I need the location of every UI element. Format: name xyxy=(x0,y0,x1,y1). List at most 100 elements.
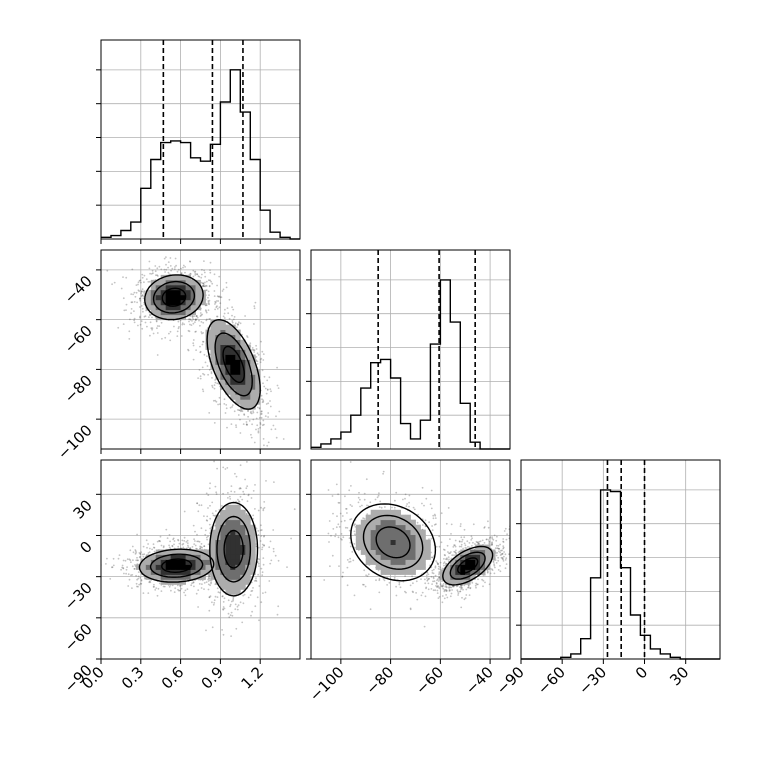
sample-point xyxy=(176,330,179,333)
sample-point xyxy=(225,407,228,410)
sample-point xyxy=(168,544,171,547)
sample-point xyxy=(437,563,439,566)
sample-point xyxy=(229,614,232,617)
sample-point xyxy=(216,315,218,318)
sample-point xyxy=(235,424,237,427)
sample-point xyxy=(457,590,459,593)
sample-point xyxy=(182,546,185,549)
sample-point xyxy=(197,540,200,543)
sample-point xyxy=(459,540,461,543)
density-cell xyxy=(235,544,241,550)
sample-point xyxy=(140,291,143,293)
sample-point xyxy=(263,444,265,447)
sample-point xyxy=(135,550,137,553)
sample-point xyxy=(205,285,208,287)
sample-point xyxy=(130,301,133,304)
sample-point xyxy=(257,562,260,565)
sample-point xyxy=(275,415,277,418)
sample-point xyxy=(491,537,494,540)
density-cell xyxy=(210,529,216,535)
sample-point xyxy=(258,417,261,419)
sample-point xyxy=(441,601,444,604)
sample-point xyxy=(260,394,263,397)
density-cell xyxy=(225,374,231,380)
sample-point xyxy=(111,566,113,569)
density-cell xyxy=(220,574,226,580)
sample-point xyxy=(261,369,264,372)
sample-point xyxy=(446,558,448,561)
sample-point xyxy=(209,517,212,520)
sample-point xyxy=(148,260,151,263)
sample-point xyxy=(192,269,195,272)
density-cell xyxy=(240,399,246,405)
sample-point xyxy=(199,324,201,327)
sample-point xyxy=(263,544,265,547)
sample-point xyxy=(450,557,453,560)
sample-point xyxy=(215,491,218,494)
density-cell xyxy=(245,549,251,555)
sample-point xyxy=(183,536,186,539)
sample-point xyxy=(205,284,207,287)
sample-point xyxy=(253,441,256,444)
density-cell xyxy=(165,559,172,565)
sample-point xyxy=(259,426,261,429)
sample-point xyxy=(228,317,231,320)
sample-point xyxy=(191,315,194,318)
sample-point xyxy=(139,297,142,300)
density-cell xyxy=(220,329,226,335)
sample-point xyxy=(341,575,344,578)
sample-point xyxy=(468,542,471,544)
density-cell xyxy=(175,559,181,565)
sample-point xyxy=(359,498,361,501)
sample-point xyxy=(177,539,180,542)
sample-point xyxy=(249,594,252,596)
density-cell xyxy=(230,554,236,560)
sample-point xyxy=(499,543,501,546)
density-cell xyxy=(195,574,201,580)
sample-point xyxy=(205,302,208,305)
sample-point xyxy=(167,261,170,263)
sample-point xyxy=(221,595,224,598)
density-cell xyxy=(185,279,191,286)
sample-point xyxy=(503,555,505,558)
sample-point xyxy=(267,402,270,405)
density-cell xyxy=(190,574,196,580)
density-cell xyxy=(195,289,201,296)
sample-point xyxy=(256,411,259,414)
sample-point xyxy=(199,315,202,317)
sample-point xyxy=(445,589,448,591)
sample-point xyxy=(250,433,252,436)
sample-point xyxy=(204,281,206,284)
sample-point xyxy=(199,345,201,348)
contour-1-0 xyxy=(209,501,259,597)
sample-point xyxy=(123,572,125,575)
sample-point xyxy=(205,492,208,495)
sample-point xyxy=(206,318,208,321)
sample-point xyxy=(126,566,128,568)
sample-point xyxy=(221,505,223,507)
sample-point xyxy=(202,340,205,343)
sample-point xyxy=(141,294,144,297)
sample-point xyxy=(257,428,260,430)
sample-point xyxy=(152,543,155,546)
sample-point xyxy=(156,274,159,277)
sample-point xyxy=(199,351,202,354)
sample-point xyxy=(131,574,134,576)
sample-point xyxy=(502,560,505,562)
sample-point xyxy=(149,272,152,275)
density-cell xyxy=(145,564,152,570)
density-cell xyxy=(220,544,226,550)
sample-point xyxy=(466,540,469,543)
sample-point xyxy=(128,578,131,581)
sample-point xyxy=(204,529,207,532)
sample-point xyxy=(152,586,155,588)
sample-point xyxy=(239,322,242,325)
sample-point xyxy=(431,569,434,572)
density-cell xyxy=(235,394,241,400)
sample-point xyxy=(336,515,338,518)
sample-point xyxy=(142,555,145,558)
density-cell xyxy=(240,384,246,390)
density-cell xyxy=(230,514,236,521)
sample-point xyxy=(165,256,167,258)
sample-point xyxy=(173,543,175,546)
